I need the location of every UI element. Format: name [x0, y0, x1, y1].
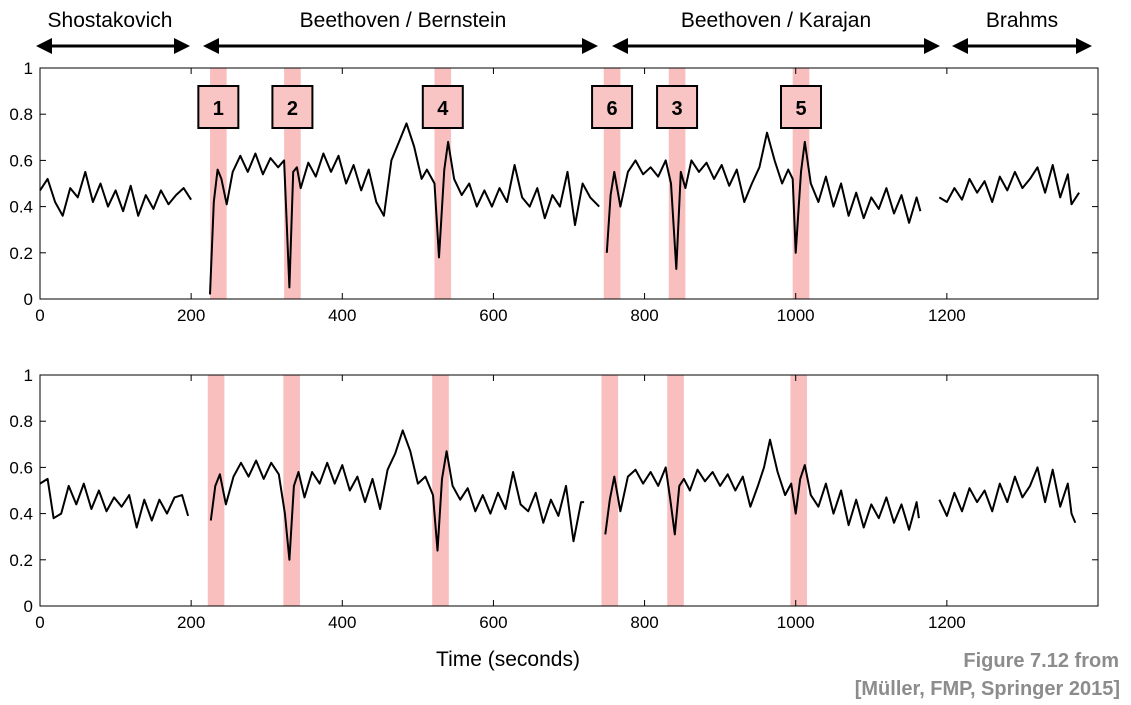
highlight-number-box — [780, 85, 823, 129]
series-line — [938, 466, 1077, 524]
x-tick-label: 800 — [630, 613, 658, 632]
highlight-number-label: 4 — [437, 98, 449, 120]
x-tick-label: 600 — [479, 613, 507, 632]
figure-credit-line1: Figure 7.12 from — [963, 650, 1119, 672]
segment-label-shostakovich: Shostakovich — [47, 9, 173, 32]
highlight-number-label: 3 — [672, 98, 683, 120]
x-tick-label: 400 — [328, 613, 356, 632]
segment-arrow-head-left — [612, 38, 628, 54]
x-tick-label: 1000 — [777, 613, 815, 632]
figure-credit-line2: [Müller, FMP, Springer 2015] — [854, 678, 1120, 700]
segment-label-beethoven-karajan: Beethoven / Karajan — [680, 9, 872, 32]
x-axis-label: Time (seconds) — [436, 648, 580, 671]
series-line — [604, 438, 920, 536]
axes-frame — [39, 67, 1099, 300]
highlight-number-box — [656, 85, 699, 129]
segment-arrow-head-right — [582, 38, 598, 54]
highlight-number-box — [591, 85, 634, 129]
segment-arrow-head-right — [1076, 38, 1092, 54]
x-tick-label: 0 — [35, 306, 44, 325]
y-tick-label: 0 — [24, 290, 33, 309]
series-line — [39, 477, 190, 529]
segment-arrow-head-left — [203, 38, 219, 54]
segment-arrow-head-right — [924, 38, 940, 54]
y-tick-label: 1 — [24, 366, 33, 385]
segment-arrow-head-left — [952, 38, 968, 54]
x-tick-label: 0 — [35, 613, 44, 632]
series-line — [605, 131, 922, 270]
series-line — [39, 170, 192, 217]
y-tick-label: 0.8 — [9, 105, 33, 124]
axes-frame — [39, 374, 1099, 607]
series-line — [209, 122, 600, 295]
segment-arrow-head-left — [36, 38, 52, 54]
highlight-number-box — [197, 85, 240, 129]
x-tick-label: 1200 — [928, 306, 966, 325]
series-line — [938, 164, 1080, 206]
y-tick-label: 0.6 — [9, 151, 33, 170]
x-tick-label: 600 — [479, 306, 507, 325]
highlight-band — [283, 375, 300, 606]
x-tick-label: 200 — [177, 613, 205, 632]
x-tick-label: 400 — [328, 306, 356, 325]
x-tick-label: 800 — [630, 306, 658, 325]
x-tick-label: 1200 — [928, 613, 966, 632]
highlight-band — [601, 375, 619, 606]
y-tick-label: 0.2 — [9, 551, 33, 570]
x-tick-label: 200 — [177, 306, 205, 325]
y-tick-label: 0.8 — [9, 412, 33, 431]
highlight-number-label: 2 — [287, 98, 298, 120]
highlight-band — [207, 375, 225, 606]
y-tick-label: 0.4 — [9, 505, 33, 524]
segment-arrow-head-right — [174, 38, 190, 54]
x-tick-label: 1000 — [777, 306, 815, 325]
y-tick-label: 0 — [24, 597, 33, 616]
y-tick-label: 0.6 — [9, 458, 33, 477]
y-tick-label: 1 — [24, 59, 33, 78]
segment-label-beethoven-bernstein: Beethoven / Bernstein — [299, 9, 507, 32]
highlight-band — [667, 375, 684, 606]
highlight-number-box — [421, 85, 464, 129]
highlight-number-label: 6 — [607, 98, 618, 120]
y-tick-label: 0.2 — [9, 244, 33, 263]
highlight-number-label: 5 — [795, 98, 806, 120]
highlight-number-label: 1 — [213, 98, 224, 120]
highlight-number-box — [271, 85, 314, 129]
series-line — [209, 429, 585, 561]
segment-label-brahms: Brahms — [985, 9, 1059, 32]
y-tick-label: 0.4 — [9, 198, 33, 217]
